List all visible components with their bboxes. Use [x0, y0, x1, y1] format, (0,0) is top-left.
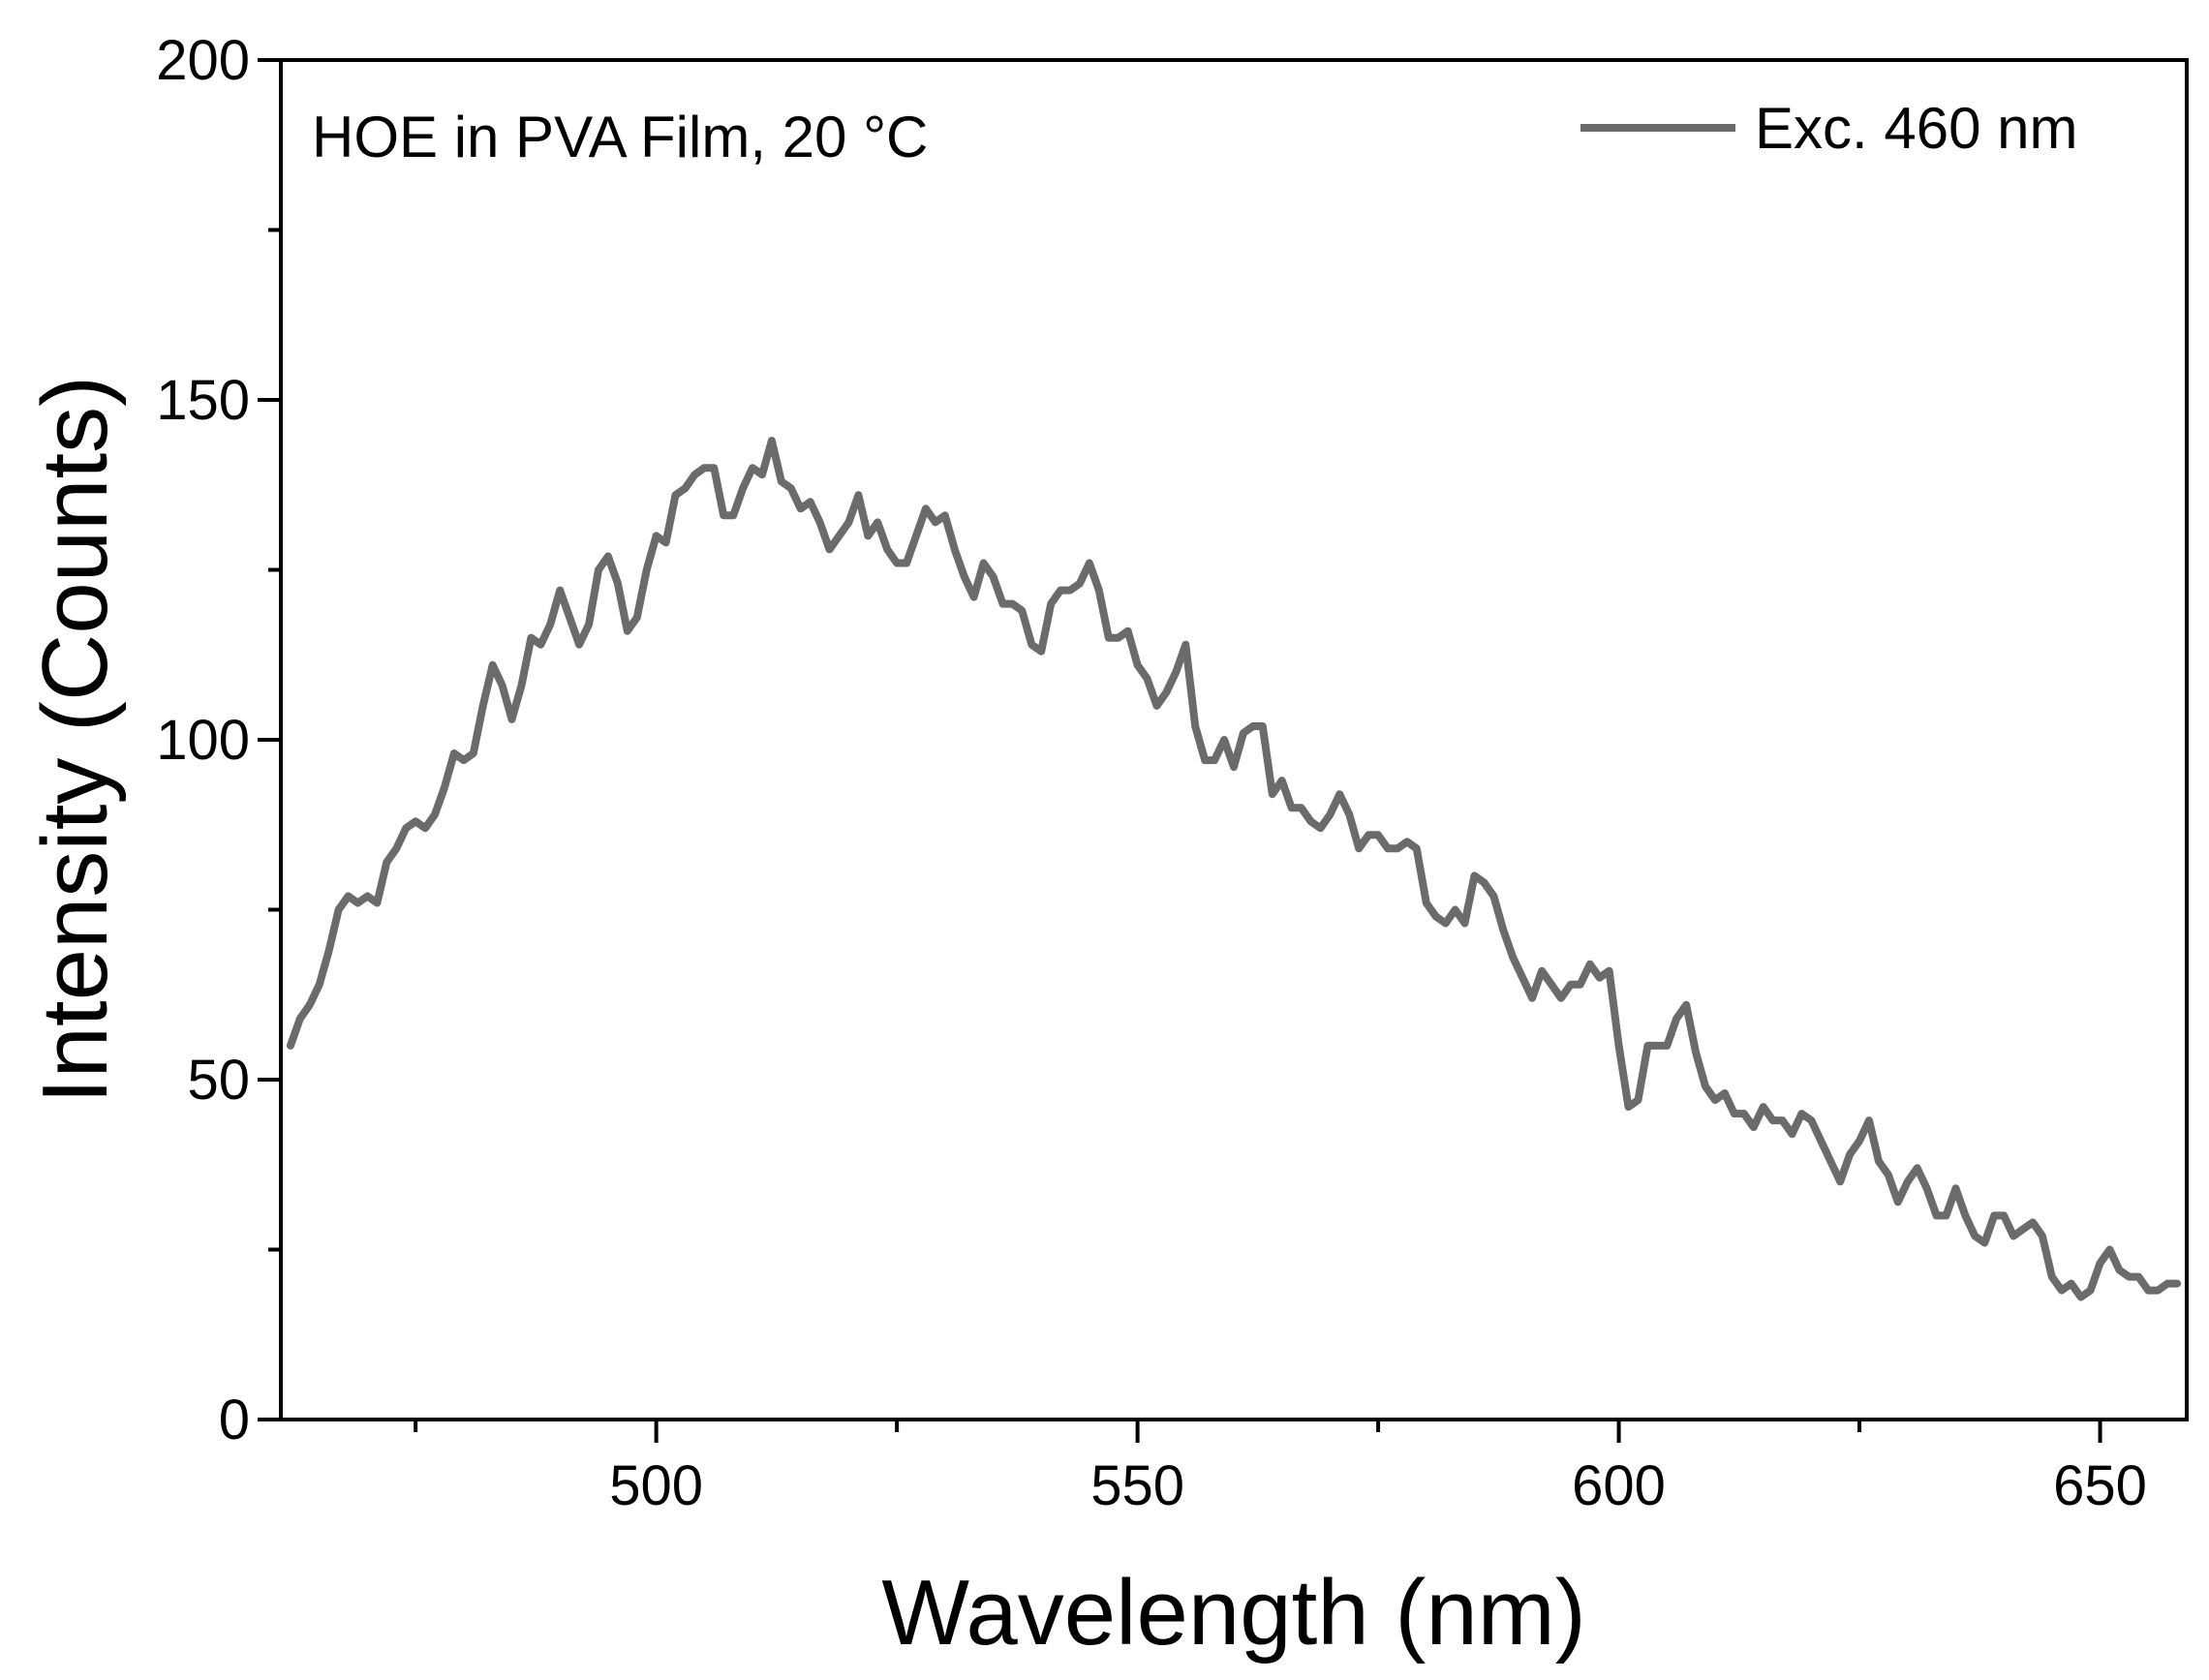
x-tick-label: 500: [609, 1454, 703, 1517]
x-tick-label: 600: [1572, 1454, 1666, 1517]
y-tick-label: 200: [156, 29, 250, 92]
y-tick-label: 50: [187, 1049, 250, 1112]
y-tick-label: 0: [219, 1389, 250, 1451]
x-tick-label: 550: [1090, 1454, 1184, 1517]
plot-frame: [279, 58, 2189, 1421]
x-axis-title: Wavelength (nm): [881, 1561, 1585, 1665]
axis-ticks: [258, 58, 2102, 1443]
y-tick-label: 100: [156, 709, 250, 772]
series-line-exc-460nm: [286, 437, 2182, 1301]
legend-label: Exc. 460 nm: [1755, 96, 2078, 161]
x-tick-label: 650: [2053, 1454, 2147, 1517]
y-tick-label: 150: [156, 369, 250, 432]
axis-tick-labels: 500 550 600 650 0 50 100 150 200: [156, 29, 2147, 1517]
plot-annotation: HOE in PVA Film, 20 °C: [312, 105, 928, 169]
legend: Exc. 460 nm: [1580, 96, 2078, 161]
y-axis-title: Intensity (Counts): [23, 376, 127, 1104]
